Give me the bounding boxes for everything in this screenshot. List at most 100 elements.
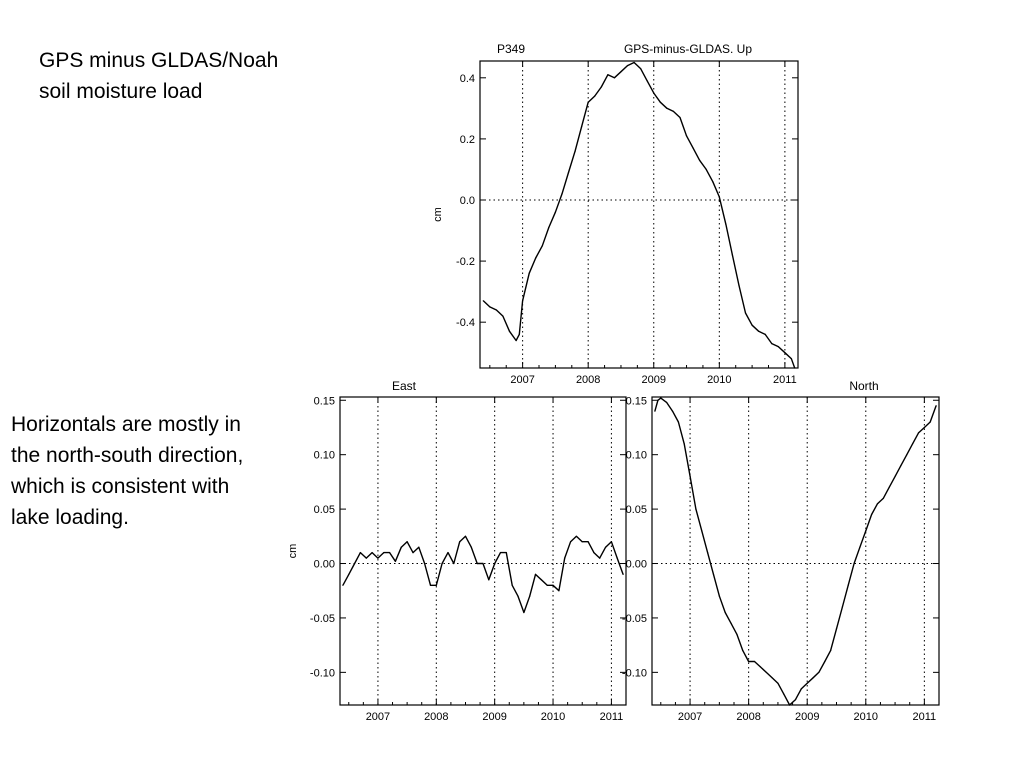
up-data-point [574, 150, 576, 152]
up-y-axis-label: cm [432, 207, 444, 222]
east-data-point [365, 557, 367, 559]
up-data-point [594, 95, 596, 97]
east-data-point [511, 584, 513, 586]
east-data-point [616, 557, 618, 559]
up-data-point [672, 110, 675, 112]
east-data-point [482, 562, 484, 565]
up-data-point [790, 358, 793, 360]
up-data-point [515, 339, 517, 342]
up-y-tick-label: 0.4 [460, 73, 475, 85]
up-data-point [685, 135, 688, 137]
north-data-point [871, 513, 873, 516]
east-data-point [529, 595, 531, 597]
north-data-point [753, 660, 756, 663]
east-data-point [570, 541, 572, 543]
east-data-point [517, 595, 519, 597]
east-data-point [371, 552, 373, 554]
north-data-point [818, 671, 820, 673]
north-data-point [707, 552, 709, 554]
up-data-point [581, 126, 583, 128]
east-data-point [605, 546, 607, 548]
east-data-point [494, 562, 496, 565]
east-data-point [459, 541, 461, 543]
up-data-point [659, 101, 661, 103]
north-data-point [666, 401, 668, 403]
north-y-tick-label: 0.10 [626, 450, 647, 462]
up-data-point [794, 367, 796, 369]
east-y-tick-label: 0.05 [314, 504, 335, 516]
east-data-point [540, 579, 543, 581]
up-data-point [548, 226, 550, 229]
north-data-point [865, 530, 867, 532]
up-data-point [705, 168, 707, 170]
up-data-point [633, 61, 635, 64]
north-data-point [771, 677, 773, 679]
east-y-axis-label: cm [287, 544, 299, 559]
east-data-point [464, 535, 467, 537]
up-data-point [666, 107, 668, 109]
east-data-point [342, 584, 344, 586]
east-data-point [394, 560, 396, 562]
north-x-tick-label: 2008 [736, 711, 760, 723]
east-plot-frame [339, 396, 627, 706]
note-line-4: lake loading. [11, 506, 129, 529]
up-data-point [758, 330, 760, 332]
up-series-line [482, 61, 796, 369]
up-x-tick-label: 2007 [510, 374, 534, 386]
up-data-point [528, 272, 530, 274]
east-data-point [447, 552, 449, 554]
north-data-point [683, 443, 685, 445]
up-data-point [522, 300, 524, 302]
up-data-point [554, 211, 557, 213]
up-data-point [725, 223, 727, 225]
up-data-point [699, 159, 701, 161]
up-data-point [561, 193, 563, 195]
east-data-point [470, 546, 472, 548]
north-data-point [888, 486, 890, 488]
east-chart-title: East [392, 379, 417, 393]
east-data-point [488, 579, 490, 581]
north-data-point [748, 660, 750, 663]
north-data-point [824, 660, 826, 663]
east-data-point [523, 611, 525, 614]
up-data-point [495, 309, 497, 311]
up-data-point [692, 147, 694, 149]
up-data-point [646, 80, 648, 82]
up-data-point [508, 330, 511, 332]
north-data-point [900, 465, 902, 467]
north-data-point [929, 421, 931, 423]
up-data-point [777, 346, 779, 348]
up-x-tick-label: 2010 [707, 374, 731, 386]
up-data-point [587, 101, 589, 103]
north-data-point [657, 399, 659, 401]
east-y-tick-label: 0.10 [314, 450, 335, 462]
north-data-point [701, 530, 703, 532]
east-data-point [359, 552, 361, 554]
east-series-line [342, 535, 624, 614]
up-x-tick-label: 2008 [576, 374, 600, 386]
north-data-point [783, 693, 785, 695]
heading-line-2: soil moisture load [39, 80, 203, 103]
note-line-2: the north-south direction, [11, 444, 244, 467]
up-data-point [607, 74, 609, 76]
north-data-point [736, 633, 738, 635]
east-data-point [348, 573, 350, 576]
east-data-point [499, 552, 502, 554]
east-data-point [412, 552, 414, 554]
east-data-point [599, 557, 601, 559]
up-data-point [751, 324, 753, 326]
north-data-point [730, 622, 732, 625]
north-chart-title: North [849, 379, 878, 393]
north-data-point [712, 573, 715, 576]
up-data-point [502, 315, 504, 317]
up-plot-frame [479, 60, 799, 369]
east-y-tick-label: 0.00 [314, 559, 335, 571]
east-data-point [558, 590, 560, 592]
east-x-tick-label: 2008 [424, 711, 448, 723]
north-data-point [742, 650, 744, 652]
chart-up: 2007 2008 2009 2010 2011 -0.4 -0.2 0.0 0.2 0.4 P34… [432, 42, 799, 386]
north-data-point [654, 410, 656, 412]
slide-heading: GPS minus GLDAS/Noah soil moisture load [39, 45, 359, 107]
up-data-point [541, 245, 543, 247]
